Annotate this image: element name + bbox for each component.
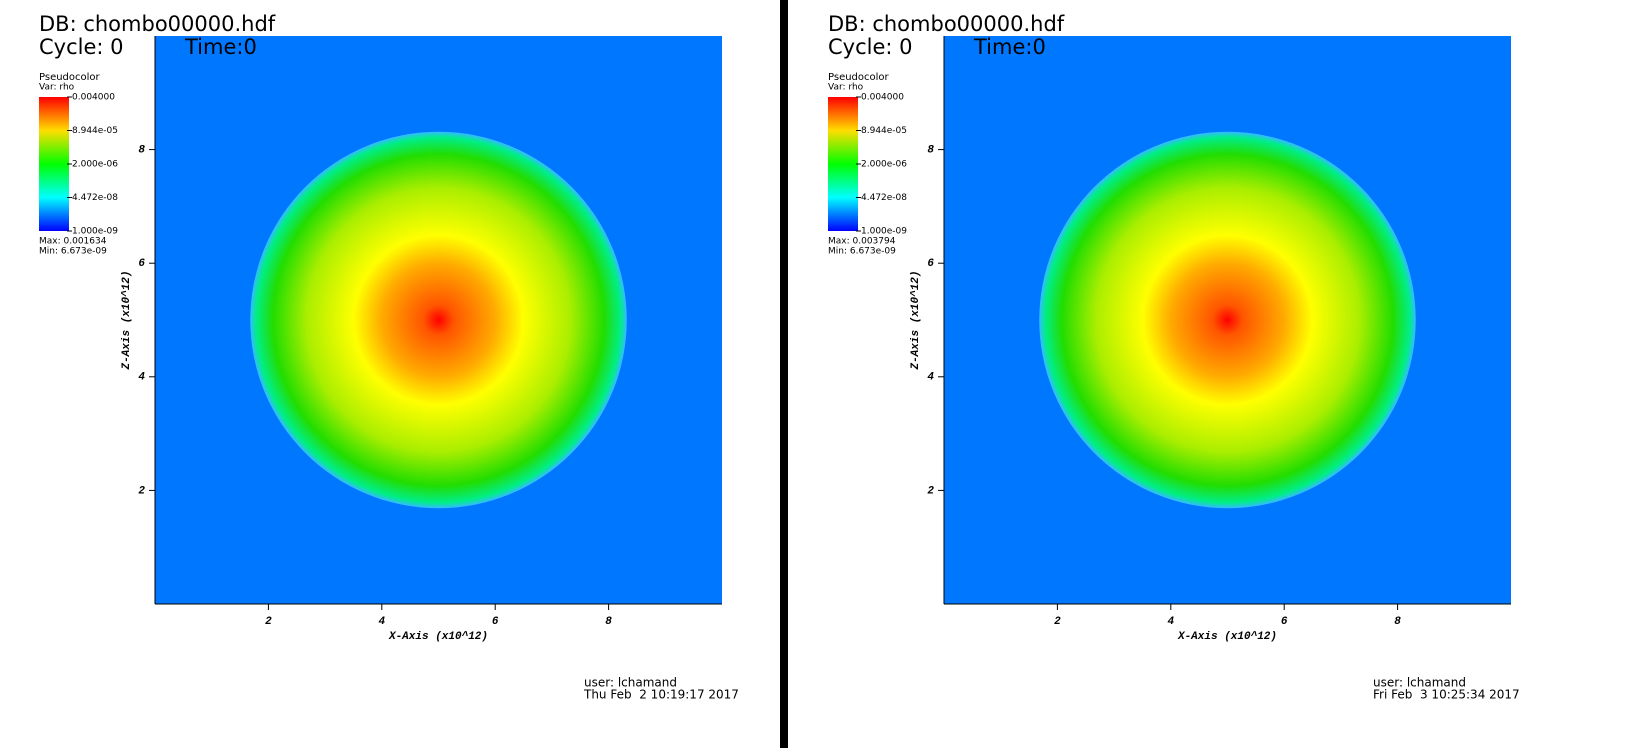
density-field xyxy=(1039,131,1416,509)
y-tick-label: 6 xyxy=(138,258,145,270)
legend-var: Var: rho xyxy=(828,83,864,93)
x-axis-label: X-Axis (x10^12) xyxy=(388,631,488,643)
colorbar-tick-label: 8.944e-05 xyxy=(72,126,118,136)
x-tick-label: 4 xyxy=(378,616,385,628)
data-min: Min: 6.673e-09 xyxy=(828,247,896,257)
y-tick-label: 8 xyxy=(138,145,145,157)
cycle: Cycle: 0 xyxy=(828,35,913,59)
user: user: lchamand xyxy=(584,676,677,690)
cycle: Cycle: 0 xyxy=(39,35,124,59)
x-tick-label: 8 xyxy=(1394,616,1401,628)
legend-title: Pseudocolor xyxy=(39,72,101,83)
x-tick-label: 4 xyxy=(1167,616,1174,628)
y-axis-label: Z-Axis (x10^12) xyxy=(910,270,922,370)
data-max: Max: 0.001634 xyxy=(39,237,107,247)
y-axis-label: Z-Axis (x10^12) xyxy=(121,270,133,370)
y-tick-label: 2 xyxy=(927,485,934,497)
divider xyxy=(780,0,788,748)
y-tick-label: 4 xyxy=(927,372,934,384)
x-axis-label: X-Axis (x10^12) xyxy=(1177,631,1277,643)
colorbar-tick-label: 1.000e-09 xyxy=(72,227,118,237)
legend-title: Pseudocolor xyxy=(828,72,890,83)
colorbar-tick-label: 8.944e-05 xyxy=(861,126,907,136)
density-field xyxy=(250,131,627,509)
colorbar-tick-label: 2.000e-06 xyxy=(72,160,118,170)
colorbar-tick-label: 1.000e-09 xyxy=(861,227,907,237)
x-tick-label: 6 xyxy=(1281,616,1288,628)
date: Thu Feb 2 10:19:17 2017 xyxy=(583,688,739,702)
date: Fri Feb 3 10:25:34 2017 xyxy=(1373,688,1520,702)
colorbar-tick-label: 4.472e-08 xyxy=(861,193,907,203)
x-tick-label: 2 xyxy=(1054,616,1061,628)
colorbar-tick-label: 0.004000 xyxy=(72,93,115,103)
y-tick-label: 4 xyxy=(138,372,145,384)
data-min: Min: 6.673e-09 xyxy=(39,247,107,257)
y-tick-label: 2 xyxy=(138,485,145,497)
time: Time:0 xyxy=(973,35,1046,59)
colorbar xyxy=(828,97,858,231)
user: user: lchamand xyxy=(1373,676,1466,690)
colorbar xyxy=(39,97,69,231)
data-max: Max: 0.003794 xyxy=(828,237,896,247)
legend-var: Var: rho xyxy=(39,83,75,93)
x-tick-label: 8 xyxy=(605,616,612,628)
x-tick-label: 6 xyxy=(492,616,499,628)
time: Time:0 xyxy=(184,35,257,59)
colorbar-tick-label: 4.472e-08 xyxy=(72,193,118,203)
db-name: DB: chombo00000.hdf xyxy=(828,12,1065,36)
colorbar-tick-label: 0.004000 xyxy=(861,93,904,103)
db-name: DB: chombo00000.hdf xyxy=(39,12,276,36)
x-tick-label: 2 xyxy=(265,616,272,628)
y-tick-label: 6 xyxy=(927,258,934,270)
y-tick-label: 8 xyxy=(927,145,934,157)
colorbar-tick-label: 2.000e-06 xyxy=(861,160,907,170)
